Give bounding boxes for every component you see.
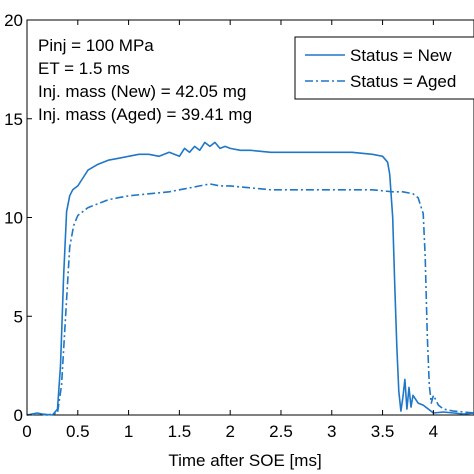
x-tick-label: 2	[225, 422, 234, 441]
annotation-et: ET = 1.5 ms	[38, 59, 130, 78]
annotation-pinj: Pinj = 100 MPa	[38, 36, 154, 55]
legend-label-new: Status = New	[350, 46, 452, 65]
x-axis-ticks: 0 0.5 1 1.5 2 2.5 3 3.5 4	[22, 20, 438, 441]
x-tick-label: 3.5	[371, 422, 395, 441]
y-tick-label: 10	[4, 209, 23, 228]
x-tick-label: 2.5	[269, 422, 293, 441]
y-tick-label: 15	[4, 110, 23, 129]
legend: Status = New Status = Aged	[294, 36, 474, 100]
x-tick-label: 0	[22, 422, 31, 441]
x-tick-label: 3	[327, 422, 336, 441]
x-tick-label: 4	[429, 422, 438, 441]
x-tick-label: 1.5	[168, 422, 192, 441]
x-tick-label: 1	[124, 422, 133, 441]
annotation-mass-new: Inj. mass (New) = 42.05 mg	[38, 82, 246, 101]
series-line-aged	[26, 183, 474, 416]
y-tick-label: 0	[14, 406, 23, 425]
y-axis-ticks: 0 5 10 15 20	[4, 11, 32, 425]
y-tick-label: 5	[14, 307, 23, 326]
legend-label-aged: Status = Aged	[350, 72, 456, 91]
legend-frame	[294, 36, 474, 100]
x-axis-label: Time after SOE [ms]	[168, 451, 321, 470]
annotation-box: Pinj = 100 MPa ET = 1.5 ms Inj. mass (Ne…	[38, 36, 252, 124]
annotation-mass-aged: Inj. mass (Aged) = 39.41 mg	[38, 105, 252, 124]
series-line-new	[26, 141, 474, 416]
x-tick-label: 0.5	[66, 422, 90, 441]
y-tick-label: 20	[4, 11, 23, 30]
series-layer	[26, 141, 474, 416]
